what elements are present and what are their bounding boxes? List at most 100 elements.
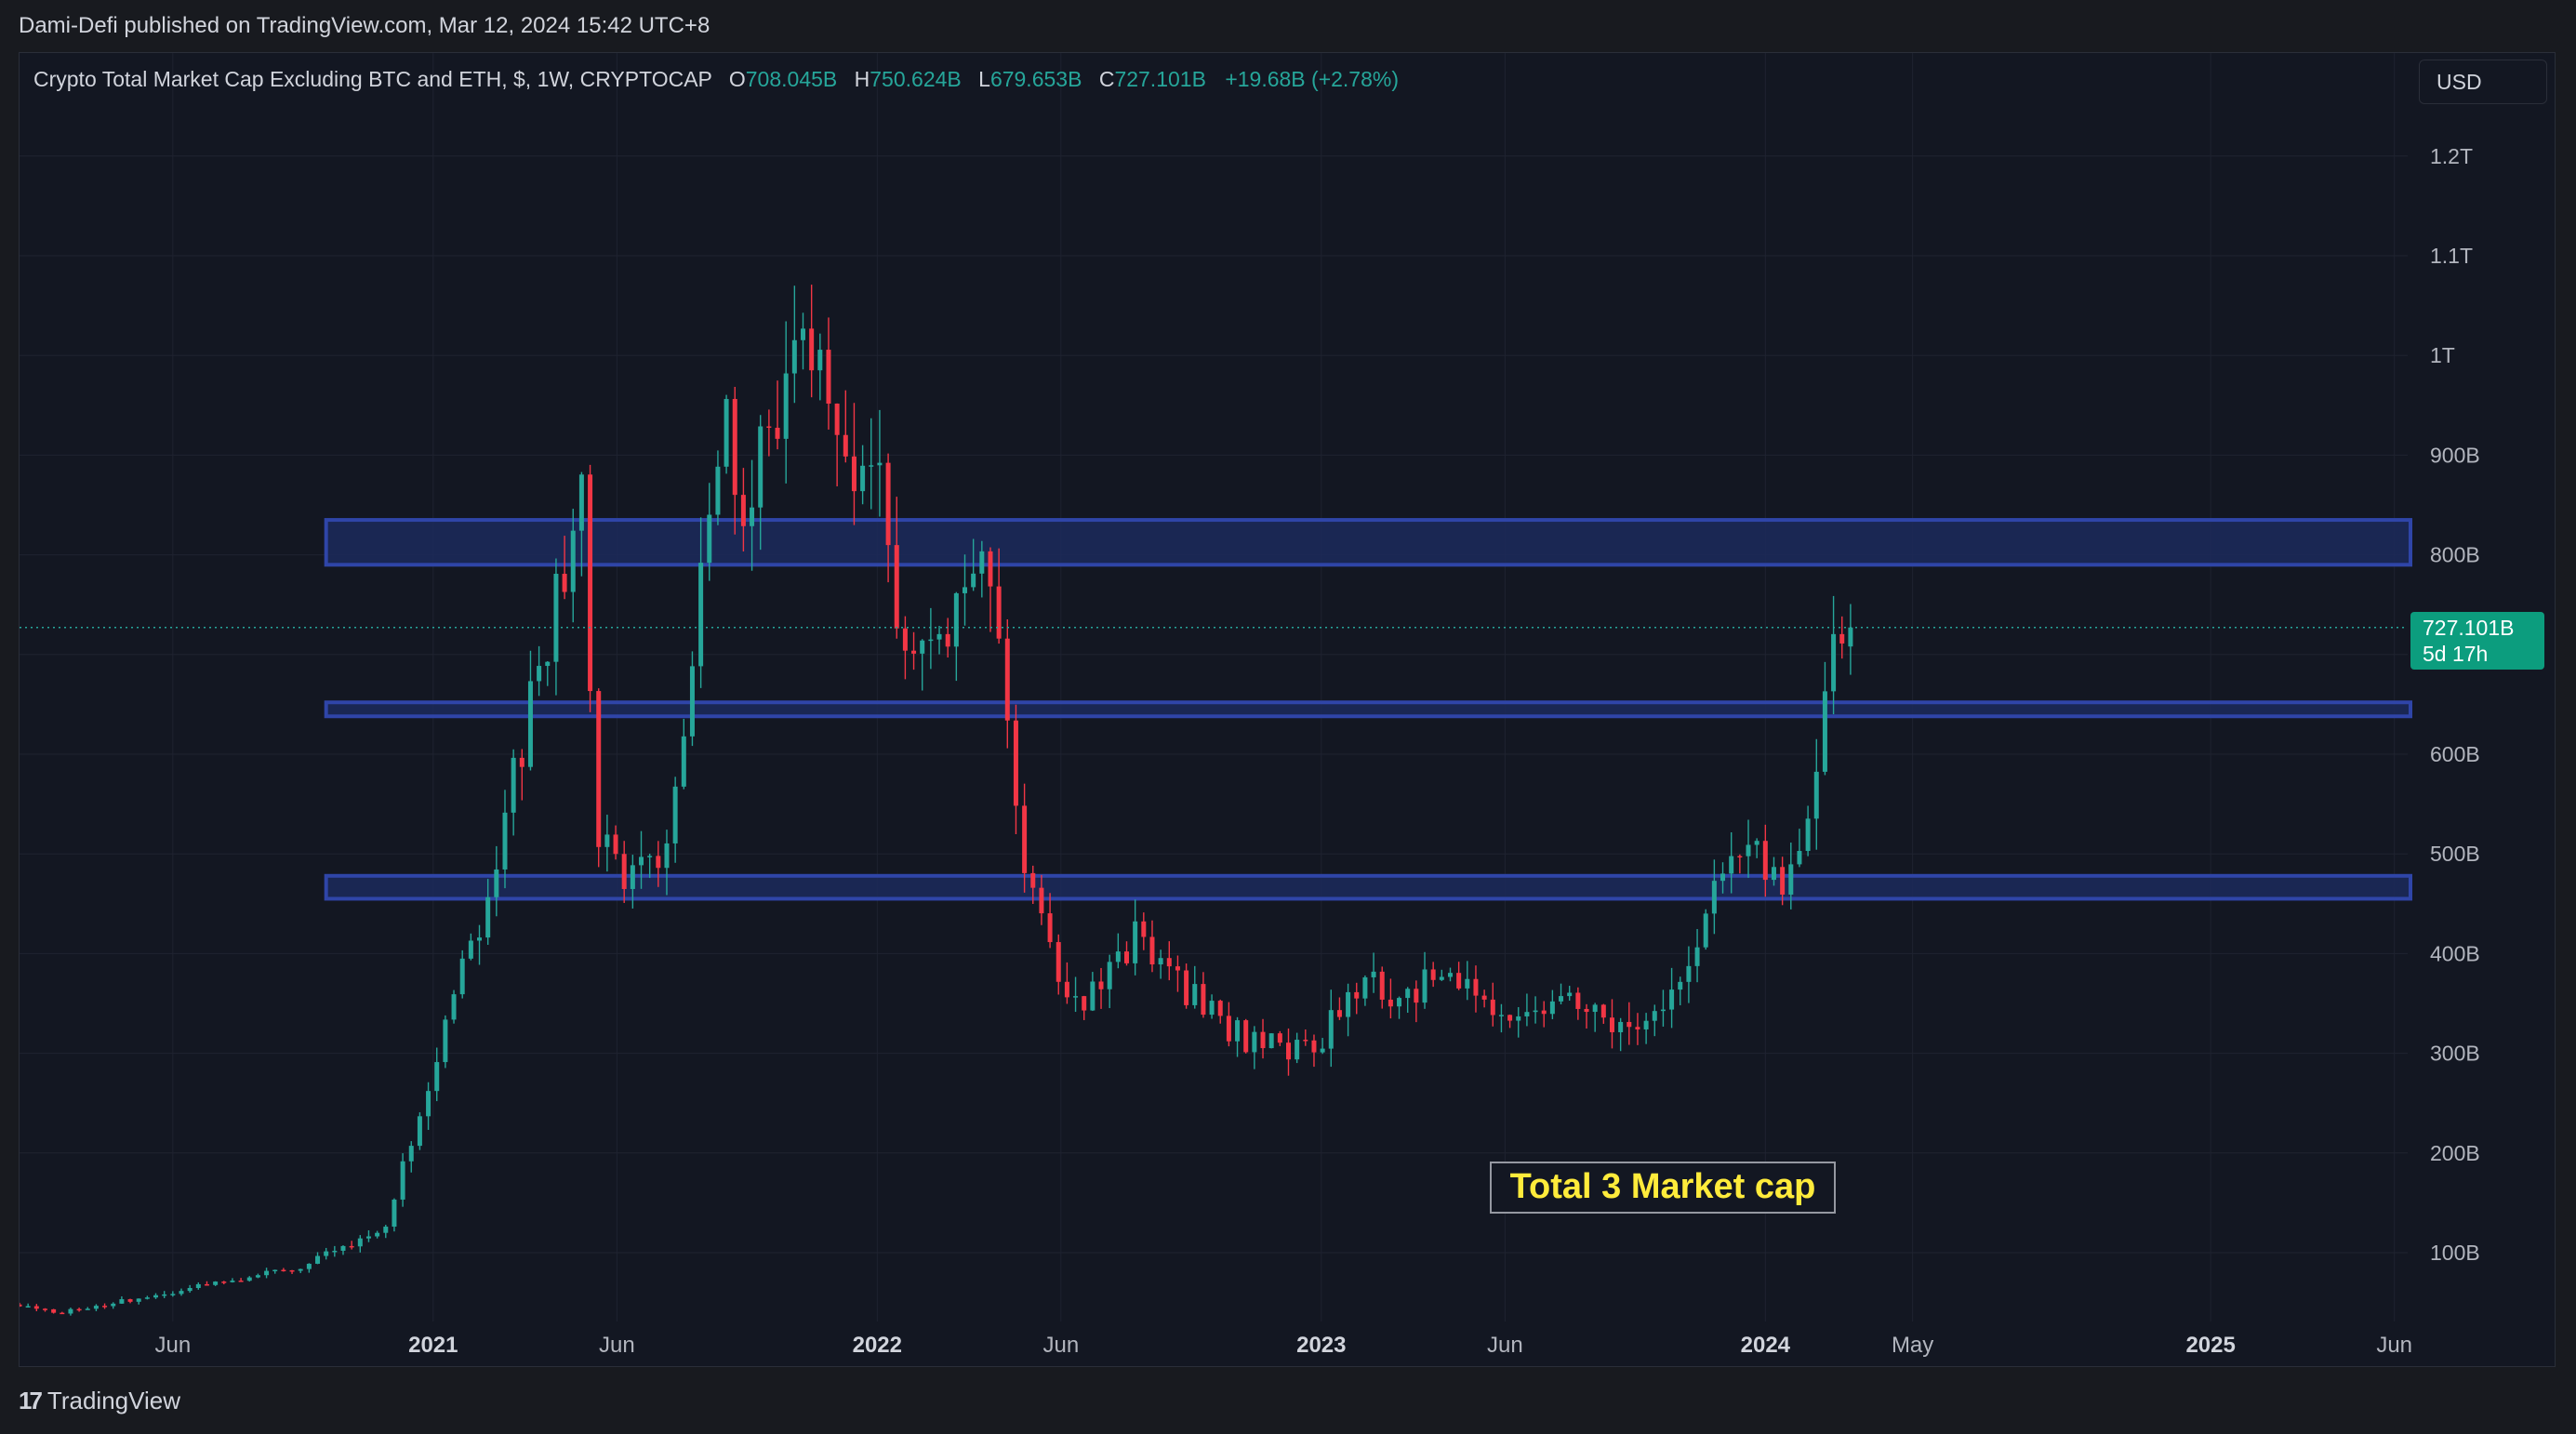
- candle-body: [1481, 995, 1487, 1000]
- y-tick-label: 800B: [2430, 543, 2480, 567]
- candle-body: [20, 1304, 22, 1307]
- candle-body: [1064, 981, 1069, 998]
- candle-body: [1022, 805, 1028, 873]
- x-tick-label: Jun: [2376, 1333, 2412, 1358]
- candle-body: [434, 1062, 440, 1092]
- candle-body: [1405, 989, 1411, 999]
- candle-body: [877, 462, 883, 466]
- candle-body: [332, 1250, 338, 1253]
- brand-label: TradingView: [46, 1387, 180, 1414]
- close-key: C: [1098, 67, 1115, 91]
- candle-body: [204, 1283, 209, 1286]
- y-tick-label: 200B: [2430, 1141, 2480, 1165]
- candle-body: [1107, 962, 1112, 989]
- candle-body: [51, 1308, 57, 1313]
- candle-body: [340, 1245, 346, 1251]
- support-resistance-zone: [324, 873, 2412, 901]
- candle-body: [1447, 973, 1453, 977]
- candle-body: [1371, 971, 1376, 977]
- x-tick-label: Jun: [1487, 1333, 1523, 1358]
- candle-body: [732, 399, 737, 496]
- currency-button[interactable]: USD: [2419, 60, 2547, 104]
- candle-body: [1268, 1033, 1274, 1049]
- candle-body: [459, 958, 465, 995]
- candle-body: [1336, 1010, 1342, 1017]
- candle-body: [578, 474, 584, 531]
- candle-body: [1243, 1020, 1249, 1053]
- candle-body: [1660, 1009, 1666, 1012]
- price-tag-box: [2410, 612, 2544, 670]
- candle-body: [869, 465, 874, 467]
- candle-body: [971, 573, 976, 588]
- symbol-title: Crypto Total Market Cap Excluding BTC an…: [33, 67, 712, 91]
- y-axis[interactable]: 100B 200B 300B 400B 500B 600B 800B 900B 1T 1.1T 1.…: [2430, 144, 2480, 1265]
- candle-body: [1559, 996, 1564, 1002]
- candle-body: [365, 1236, 371, 1239]
- candle-body: [826, 350, 831, 405]
- candle-body: [111, 1303, 116, 1307]
- y-tick-label: 300B: [2430, 1042, 2480, 1066]
- candle-body: [1123, 951, 1129, 963]
- candle-body: [502, 812, 508, 870]
- x-axis[interactable]: Jun 2021 Jun 2022 Jun 2023 Jun 2024 May 2025 Jun: [154, 1333, 2412, 1358]
- annotation[interactable]: Total 3 Market cap: [1490, 1162, 1836, 1214]
- x-tick-label: 2021: [408, 1333, 458, 1358]
- candle-body: [383, 1227, 389, 1233]
- candle-body: [1780, 867, 1786, 895]
- y-tick-label: 1.2T: [2430, 144, 2473, 168]
- tradingview-brand[interactable]: 17 TradingView: [19, 1387, 180, 1415]
- candle-body: [707, 514, 712, 564]
- change-value: +19.68B (+2.78%): [1225, 67, 1399, 91]
- candle-body: [443, 1019, 448, 1063]
- candle-body: [1762, 841, 1768, 881]
- candle-body: [264, 1270, 270, 1276]
- candle-body: [93, 1306, 99, 1309]
- candle-body: [255, 1275, 260, 1278]
- candle-body: [1030, 872, 1036, 888]
- candle-body: [1541, 1010, 1547, 1015]
- candle-body: [766, 426, 772, 429]
- candle-body: [945, 633, 950, 647]
- candle-body: [570, 530, 576, 592]
- candle-body: [511, 757, 516, 813]
- candle-body: [25, 1306, 31, 1308]
- symbol-legend: Crypto Total Market Cap Excluding BTC an…: [33, 67, 1399, 92]
- candle-body: [1635, 1027, 1640, 1029]
- candle-body: [1166, 958, 1172, 967]
- candle-body: [170, 1294, 176, 1295]
- grid: [20, 53, 2408, 1321]
- candle-body: [851, 456, 856, 492]
- x-tick-label: Jun: [154, 1333, 191, 1358]
- candle-body: [1533, 1010, 1538, 1013]
- candle-body: [1149, 936, 1155, 965]
- candle-body: [1813, 771, 1819, 819]
- candle-body: [1694, 947, 1700, 966]
- candle-body: [1422, 969, 1427, 1003]
- candle-body: [1175, 966, 1180, 971]
- annotation-box[interactable]: [1490, 1162, 1836, 1214]
- candle-body: [664, 843, 670, 869]
- candle-body: [400, 1161, 405, 1200]
- candle-body: [527, 681, 533, 767]
- chart-panel[interactable]: 100B 200B 300B 400B 500B 600B 800B 900B 1T 1.1T 1.…: [19, 52, 2556, 1367]
- candle-body: [281, 1269, 286, 1272]
- candle-body: [136, 1298, 141, 1302]
- candle-body: [775, 427, 780, 439]
- y-tick-label: 400B: [2430, 941, 2480, 965]
- candlestick-chart[interactable]: 100B 200B 300B 400B 500B 600B 800B 900B 1T 1.1T 1.…: [20, 53, 2556, 1368]
- candle-body: [477, 937, 483, 941]
- candle-body: [979, 551, 985, 574]
- open-key: O: [728, 67, 746, 91]
- candle-body: [187, 1287, 193, 1292]
- candle-body: [1652, 1011, 1657, 1021]
- candle-body: [451, 994, 457, 1020]
- candle-body: [928, 639, 934, 642]
- candle-body: [1098, 981, 1104, 989]
- candle-body: [1678, 981, 1683, 990]
- candle-body: [1584, 1008, 1589, 1013]
- candle-body: [42, 1308, 47, 1310]
- candle-body: [85, 1308, 90, 1310]
- candle-body: [834, 404, 840, 435]
- candle-body: [1439, 976, 1444, 980]
- y-tick-label: 1.1T: [2430, 244, 2473, 268]
